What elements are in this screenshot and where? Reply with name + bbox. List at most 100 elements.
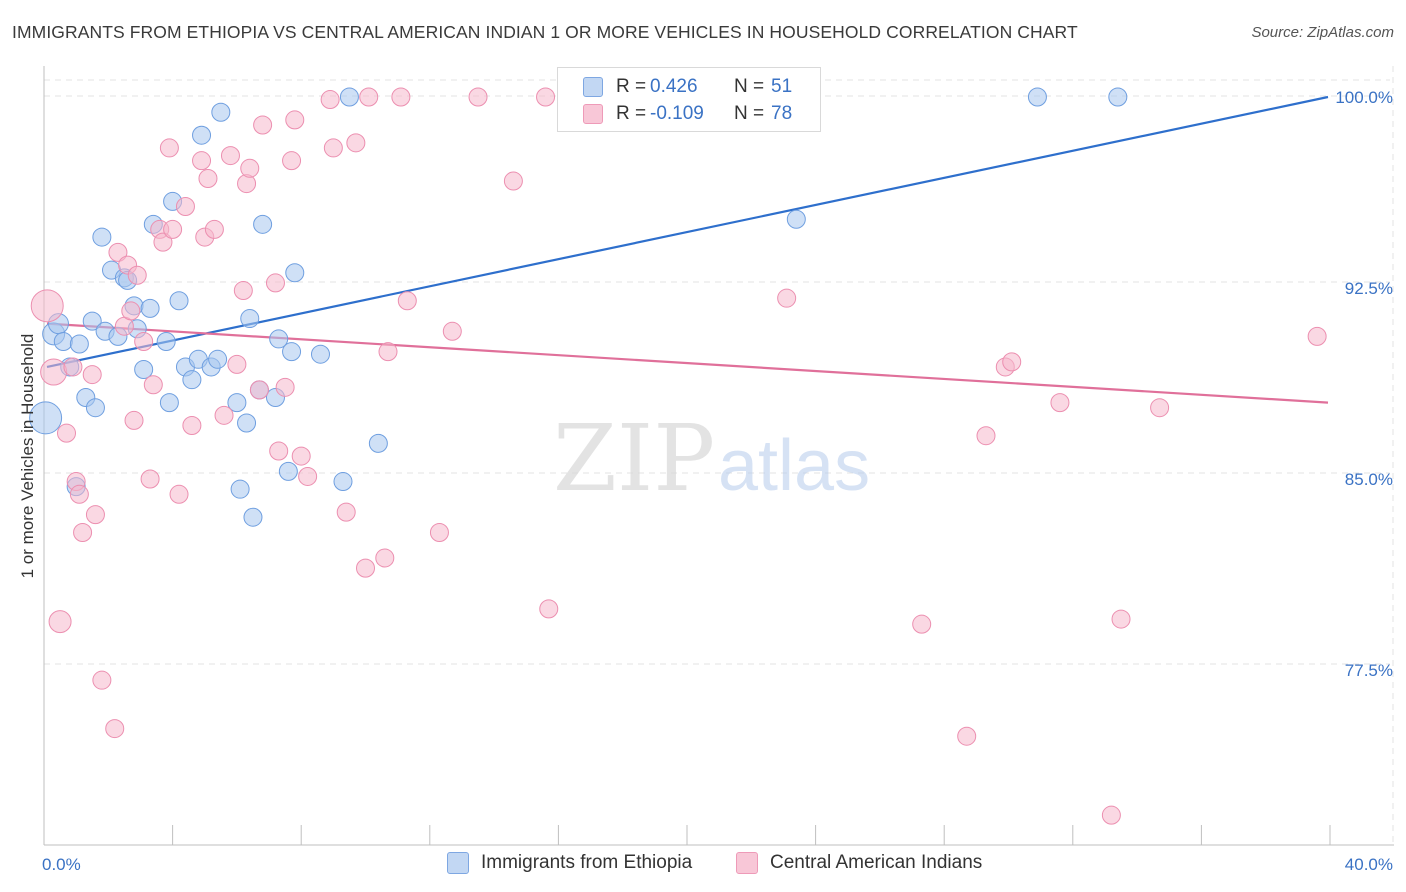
legend-swatch-blue: [583, 77, 603, 97]
ethiopia-point: [310, 344, 330, 364]
central-american-point: [378, 342, 398, 362]
correlation-legend: R = 0.426 N = 51 R = -0.109 N = 78: [557, 67, 821, 132]
legend-swatch-pink: [736, 852, 758, 874]
central-american-point: [323, 138, 343, 158]
central-american-point: [227, 354, 247, 374]
central-american-point: [143, 375, 163, 395]
central-american-point: [1307, 326, 1327, 346]
x-tick-label: 40.0%: [1345, 855, 1393, 874]
ethiopia-point: [29, 401, 63, 435]
legend-n-label: N =: [734, 76, 765, 97]
ethiopia-point: [140, 298, 160, 318]
central-american-point: [275, 377, 295, 397]
ethiopia-point: [156, 331, 176, 351]
central-american-point: [57, 423, 77, 443]
watermark-atlas: atlas: [718, 426, 870, 506]
legend-r-value: -0.109: [650, 103, 704, 124]
central-american-point: [73, 522, 93, 542]
legend-n-value: 78: [771, 103, 793, 124]
central-american-point: [976, 426, 996, 446]
central-american-point: [153, 232, 173, 252]
central-american-point: [442, 321, 462, 341]
central-american-point: [40, 358, 68, 386]
watermark-zip: ZIP: [553, 405, 715, 512]
central-american-point: [391, 87, 411, 107]
central-american-point: [233, 281, 253, 301]
ethiopia-point: [253, 214, 273, 234]
ethiopia-point: [333, 472, 353, 492]
central-american-point: [253, 115, 273, 135]
central-american-point: [159, 138, 179, 158]
series-legend-central-american[interactable]: Central American Indians: [736, 852, 982, 874]
central-american-point: [1002, 352, 1022, 372]
ethiopia-point: [1108, 87, 1128, 107]
central-american-point: [204, 219, 224, 239]
ethiopia-point: [282, 342, 302, 362]
ethiopia-point: [53, 331, 73, 351]
central-american-point: [777, 288, 797, 308]
central-american-point: [48, 610, 72, 634]
ethiopia-point: [134, 359, 154, 379]
central-american-point: [356, 558, 375, 578]
legend-swatch-pink: [583, 104, 603, 124]
y-tick-label: 100.0%: [1335, 88, 1393, 107]
central-american-point: [1101, 805, 1121, 825]
central-american-point: [182, 416, 202, 436]
ethiopia-point: [169, 291, 189, 311]
central-american-point: [359, 87, 379, 107]
central-american-point: [1050, 393, 1070, 413]
central-american-point: [1150, 398, 1170, 418]
central-american-point: [912, 614, 932, 634]
central-american-point: [192, 151, 212, 171]
ethiopia-point: [92, 227, 112, 247]
data-points: [29, 87, 1327, 825]
ethiopia-point: [182, 370, 202, 390]
central-american-point: [269, 441, 289, 461]
central-american-point: [140, 469, 160, 489]
central-american-point: [121, 301, 141, 321]
ethiopia-point: [278, 461, 298, 481]
source-credit: Source: ZipAtlas.com: [1251, 24, 1394, 41]
y-tick-label: 85.0%: [1345, 470, 1393, 489]
central-american-point: [298, 466, 318, 486]
series-legend-label: Central American Indians: [770, 852, 983, 873]
ethiopia-point: [243, 507, 263, 527]
central-american-point: [375, 548, 395, 568]
central-american-point: [82, 365, 102, 385]
series-legend-label: Immigrants from Ethiopia: [481, 852, 693, 873]
watermark: ZIP atlas: [553, 405, 870, 512]
ethiopia-point: [227, 393, 247, 413]
legend-r-label: R =: [616, 76, 647, 97]
legend-r-value: 0.426: [650, 76, 698, 97]
x-tick-label: 0.0%: [42, 855, 81, 874]
central-american-point: [397, 291, 417, 311]
central-american-point: [503, 171, 523, 191]
central-american-trend-line: [46, 322, 1329, 404]
central-american-point: [175, 197, 195, 217]
central-american-point: [163, 219, 183, 239]
ethiopia-point: [368, 433, 388, 453]
axis-labels: 100.0% 92.5% 85.0% 77.5% 0.0% 40.0% 1 or more …: [18, 88, 1393, 874]
central-american-point: [957, 726, 977, 746]
central-american-point: [134, 331, 154, 351]
legend-r-label: R =: [616, 103, 647, 124]
legend-n-value: 51: [771, 76, 793, 97]
ethiopia-point: [82, 311, 102, 331]
central-american-point: [1111, 609, 1131, 629]
ethiopia-point: [230, 479, 250, 499]
central-american-point: [63, 357, 83, 377]
ethiopia-point: [240, 309, 260, 329]
central-american-point: [69, 484, 89, 504]
central-american-point: [249, 380, 269, 400]
legend-swatch-blue: [447, 852, 469, 874]
central-american-point: [214, 405, 234, 425]
central-american-point: [285, 110, 305, 130]
central-american-point: [105, 719, 125, 739]
central-american-point: [320, 90, 340, 110]
ethiopia-point: [269, 329, 289, 349]
central-american-point: [429, 522, 449, 542]
ethiopia-point: [786, 209, 806, 229]
series-legend-ethiopia[interactable]: Immigrants from Ethiopia: [447, 852, 692, 874]
y-tick-label: 77.5%: [1345, 661, 1393, 680]
central-american-point: [127, 265, 147, 285]
